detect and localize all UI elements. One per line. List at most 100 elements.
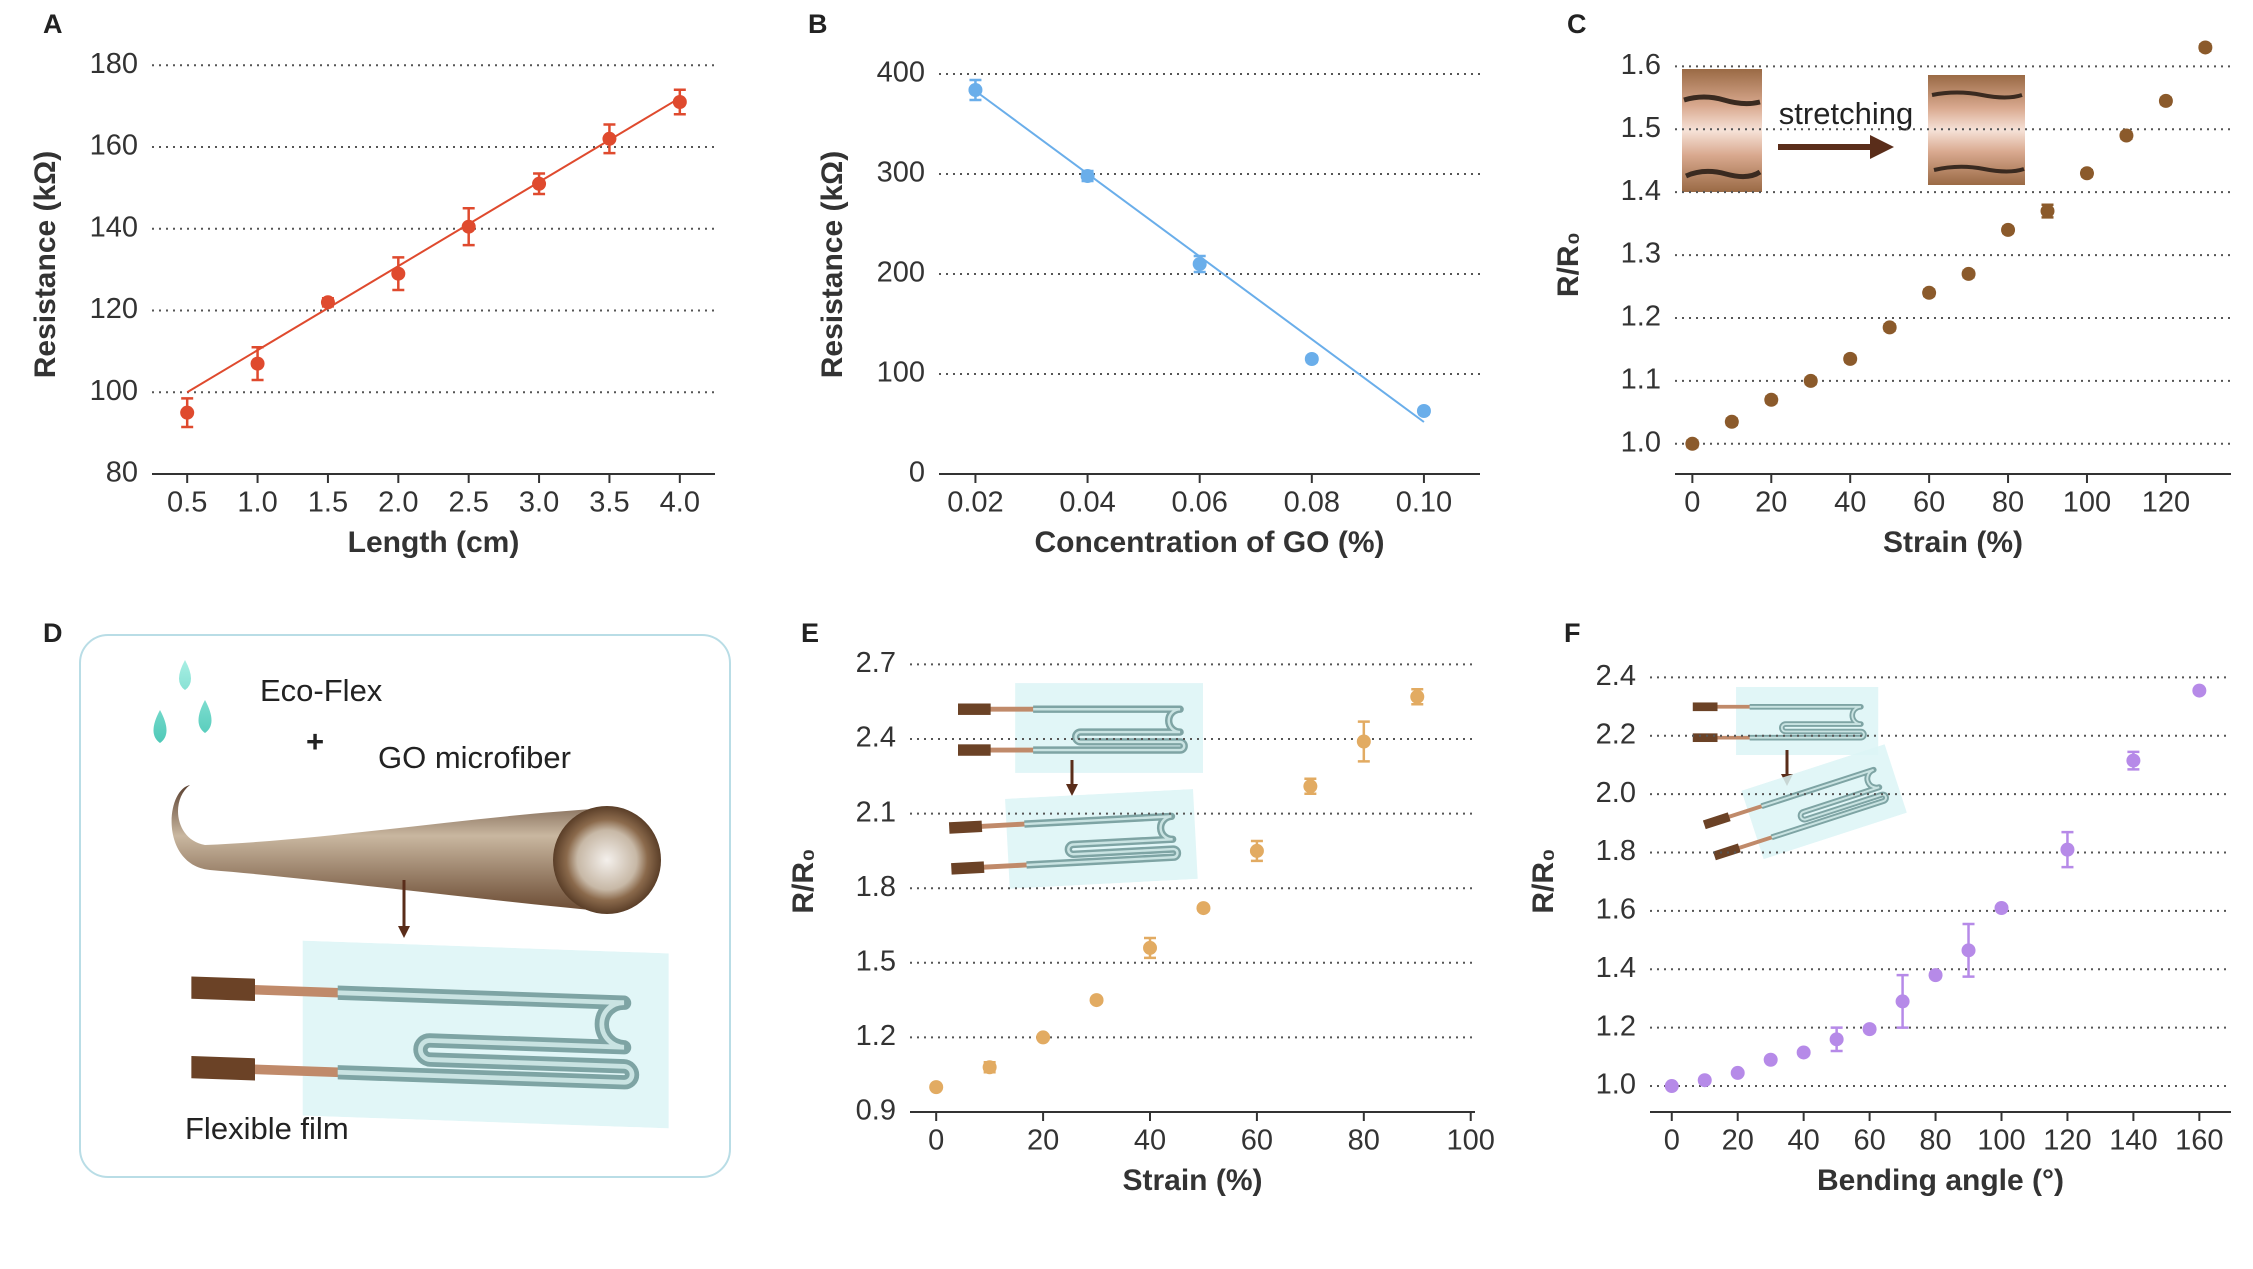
x-axis-label: Length (cm) (348, 526, 520, 559)
point (2079, 166, 2094, 181)
point (2192, 683, 2207, 698)
y-tick-label: 140 (90, 211, 138, 243)
point (1410, 689, 1425, 704)
x-tick-label: 120 (2142, 487, 2190, 519)
x-tick-label: 4.0 (660, 487, 700, 519)
x-tick-label: 0 (928, 1125, 944, 1157)
point (968, 83, 983, 97)
x-axis-label: Concentration of GO (%) (1035, 526, 1385, 559)
chart: C 1.0 1.1 1.2 1.3 1.4 1.5 1.6 0 20 40 60 80 100 120 Str… (1552, 9, 2231, 559)
point (1843, 351, 1858, 366)
y-tick-label: 100 (877, 357, 925, 389)
point (1922, 285, 1937, 300)
y-tick-label: 1.6 (1621, 49, 1661, 81)
x-tick-label: 100 (1447, 1125, 1495, 1157)
x-tick-label: 0.02 (947, 487, 1003, 519)
inset-c: stretching (1682, 69, 2025, 192)
y-tick-label: 2.1 (856, 796, 896, 828)
panel-letter: D (43, 618, 63, 648)
panel-letter: F (1564, 618, 1581, 648)
x-tick-label: 20 (1027, 1125, 1059, 1157)
y-tick-label: 120 (90, 293, 138, 325)
point (672, 95, 687, 110)
y-tick-label: 2.7 (856, 647, 896, 679)
x-tick-label: 0.06 (1171, 487, 1227, 519)
y-tick-label: 2.0 (1596, 777, 1636, 809)
x-axis-label: Strain (%) (1122, 1164, 1262, 1197)
y-tick-label: 1.5 (856, 945, 896, 977)
point (180, 405, 195, 420)
point (250, 356, 265, 371)
point (1697, 1073, 1712, 1088)
y-tick-label: 1.6 (1596, 894, 1636, 926)
y-tick-label: 100 (90, 375, 138, 407)
y-tick-label: 1.2 (856, 1020, 896, 1052)
y-axis-label: Resistance (kΩ) (29, 151, 62, 378)
x-tick-label: 100 (2063, 487, 2111, 519)
point (2126, 753, 2141, 768)
x-tick-label: 20 (1722, 1125, 1754, 1157)
point (1196, 901, 1211, 916)
point (1664, 1079, 1679, 1094)
x-tick-label: 2.5 (449, 487, 489, 519)
diagram-label: Flexible film (185, 1111, 349, 1146)
inset-e (948, 683, 1203, 892)
x-tick-label: 1.0 (237, 487, 277, 519)
y-tick-label: 2.4 (1596, 660, 1636, 692)
point (1303, 779, 1318, 794)
point (1763, 1052, 1778, 1067)
point (391, 266, 406, 281)
panel-letter: E (801, 618, 819, 648)
x-tick-label: 0.5 (167, 487, 207, 519)
point (461, 219, 476, 234)
inset-f (1693, 687, 1907, 873)
point (1416, 404, 1431, 418)
point (1730, 1065, 1745, 1080)
point (320, 295, 335, 310)
y-axis-label: R/R₀ (1527, 848, 1560, 913)
point (1089, 993, 1104, 1008)
panel-letter: C (1567, 9, 1587, 39)
point (982, 1060, 997, 1075)
y-tick-label: 1.2 (1596, 1010, 1636, 1042)
diagram: D Eco-Flex + GO microfiber Flexible film (43, 618, 731, 1178)
y-tick-label: 1.0 (1621, 426, 1661, 458)
y-axis-label: Resistance (kΩ) (816, 151, 849, 378)
y-tick-label: 1.5 (1621, 112, 1661, 144)
point (1080, 169, 1095, 183)
x-axis-label: Strain (%) (1883, 526, 2023, 559)
panel-letter: B (808, 9, 828, 39)
point (1356, 734, 1371, 749)
point (1685, 436, 1700, 451)
chart: E 0.9 1.2 1.5 1.8 2.1 2.4 2.7 0 20 40 60 80 100 Strain… (787, 618, 1495, 1197)
y-tick-label: 1.3 (1621, 238, 1661, 270)
point (1304, 352, 1319, 366)
x-tick-label: 1.5 (308, 487, 348, 519)
point (1796, 1045, 1811, 1060)
y-tick-label: 1.2 (1621, 301, 1661, 333)
point (1724, 414, 1739, 429)
chart: F 1.0 1.2 1.4 1.6 1.8 2.0 2.2 2.4 0 20 40 60 80 100 120… (1527, 618, 2231, 1197)
point (1961, 266, 1976, 281)
y-tick-label: 1.1 (1621, 364, 1661, 396)
point (2158, 93, 2173, 108)
fit-line (186, 97, 681, 394)
point (1961, 943, 1976, 958)
x-tick-label: 60 (1853, 1125, 1885, 1157)
point (1882, 320, 1897, 335)
y-tick-label: 0.9 (856, 1095, 896, 1127)
point (1803, 373, 1818, 388)
diagram-label: GO microfiber (378, 740, 571, 775)
y-tick-label: 80 (106, 457, 138, 489)
x-tick-label: 40 (1134, 1125, 1166, 1157)
x-tick-label: 3.0 (519, 487, 559, 519)
y-tick-label: 180 (90, 48, 138, 80)
point (2060, 842, 2075, 857)
chart: B 0 100 200 300 400 0.02 0.04 0.06 0.08 0.10 Concen… (808, 9, 1480, 559)
y-tick-label: 1.0 (1596, 1069, 1636, 1101)
point (1192, 257, 1207, 271)
x-tick-label: 0.04 (1059, 487, 1115, 519)
y-tick-label: 2.2 (1596, 718, 1636, 750)
point (532, 176, 547, 191)
